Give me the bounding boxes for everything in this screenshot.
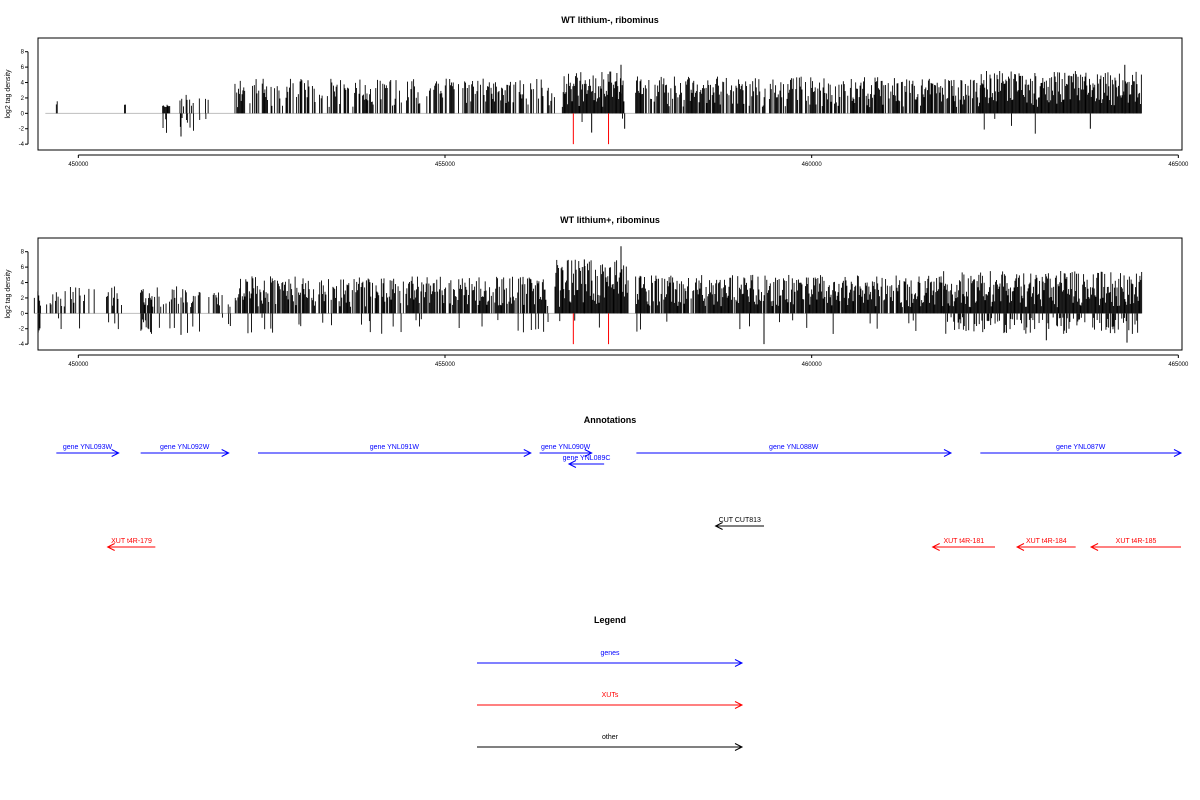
feature-arrow: CUT CUT813 [714,517,764,530]
x-tick-label: 455000 [435,162,456,168]
y-tick-label: 4 [21,81,25,87]
y-tick-label: 8 [21,250,25,256]
plot-frame [37,37,1183,151]
feature-arrow: gene YNL090W [539,444,593,457]
arrow-head [111,449,120,457]
y-tick-label: -2 [19,327,25,333]
arrow-head [714,522,723,530]
legend-items: genes XUTs other [477,650,744,751]
arrow-head [567,460,577,468]
y-tick-label: -4 [19,342,25,348]
legend-panel: Legend genes XUTs other [477,615,744,751]
coverage-panel-lithium-plus: WT lithium+, ribominus log2 tag density … [5,215,1189,368]
feature-arrow: gene YNL092W [140,444,230,457]
y-tick-label: 6 [21,265,25,271]
y-tick-label: 6 [21,65,25,71]
feature-label: XUT t4R-181 [943,538,984,545]
x-tick-label: 450000 [68,162,89,168]
feature-label: CUT CUT813 [719,517,761,524]
axes: -4 -2 0 2 4 6 8 450000 455000 460000 465000 [19,250,1189,368]
feature-label: gene YNL087W [1056,444,1106,451]
legend-title: Legend [594,615,626,625]
arrow-head [1173,449,1183,457]
arrow-head [931,543,940,551]
y-axis-label: log2 tag density [5,269,12,319]
feature-label: XUT t4R-184 [1026,538,1067,545]
legend-label-xuts: XUTs [602,692,619,699]
feature-arrow: gene YNL089C [563,455,611,468]
feature-arrow: gene YNL087W [980,444,1183,457]
x-tick-label: 450000 [68,362,89,368]
arrow-head [734,743,744,751]
arrow-head [734,701,744,709]
arrow-head [1089,543,1099,551]
y-tick-label: 0 [21,311,25,317]
feature-arrow: XUT t4R-181 [931,538,995,551]
y-tick-label: -4 [19,142,25,148]
arrow-head [523,449,532,457]
feature-label: XUT t4R-185 [1116,538,1157,545]
feature-arrow: XUT t4R-185 [1089,538,1181,551]
arrow-head [734,659,744,667]
arrow-head [943,449,953,457]
feature-label: XUT t4R-179 [111,538,152,545]
coverage-panel-lithium-minus: WT lithium-, ribominus log2 tag density … [5,15,1189,168]
feature-arrow: gene YNL093W [56,444,120,457]
legend-arrow-genes [477,659,744,667]
feature-label: gene YNL092W [160,444,210,451]
annotations-panel: Annotations gene YNL093W gene YNL092W gene… [56,415,1183,551]
feature-arrow: gene YNL091W [258,444,532,457]
x-tick-label: 460000 [802,162,823,168]
feature-label: gene YNL091W [370,444,420,451]
x-tick-label: 460000 [802,362,823,368]
feature-arrow: XUT t4R-184 [1015,538,1076,551]
y-axis-label: log2 tag density [5,69,12,119]
arrow-head [584,449,593,457]
y-tick-label: -2 [19,127,25,133]
x-tick-label: 455000 [435,362,456,368]
annotation-features: gene YNL093W gene YNL092W gene YNL091W gene… [56,444,1183,551]
axes: -4 -2 0 2 4 6 8 450000 455000 460000 465000 [19,50,1189,168]
legend-label-other: other [602,734,619,741]
y-tick-label: 2 [21,296,25,302]
y-tick-label: 8 [21,50,25,56]
feature-label: gene YNL090W [541,444,591,451]
coverage-bars [33,246,1143,345]
legend-arrow-xuts [477,701,744,709]
arrow-head [1015,543,1025,551]
arrow-head [106,543,115,551]
arrow-head [221,449,230,457]
feature-label: gene YNL088W [769,444,819,451]
x-tick-label: 465000 [1168,162,1189,168]
feature-label: gene YNL089C [563,455,611,462]
legend-arrow-other [477,743,744,751]
y-tick-label: 2 [21,96,25,102]
coverage-bars [45,64,1142,145]
legend-label-genes: genes [600,650,620,657]
feature-arrow: XUT t4R-179 [106,538,156,551]
panel-title: WT lithium+, ribominus [560,215,660,225]
x-tick-label: 465000 [1168,362,1189,368]
y-tick-label: 4 [21,281,25,287]
panel-title: WT lithium-, ribominus [561,15,659,25]
feature-label: gene YNL093W [63,444,113,451]
feature-arrow: gene YNL088W [636,444,953,457]
annotations-title: Annotations [584,415,637,425]
y-tick-label: 0 [21,111,25,117]
